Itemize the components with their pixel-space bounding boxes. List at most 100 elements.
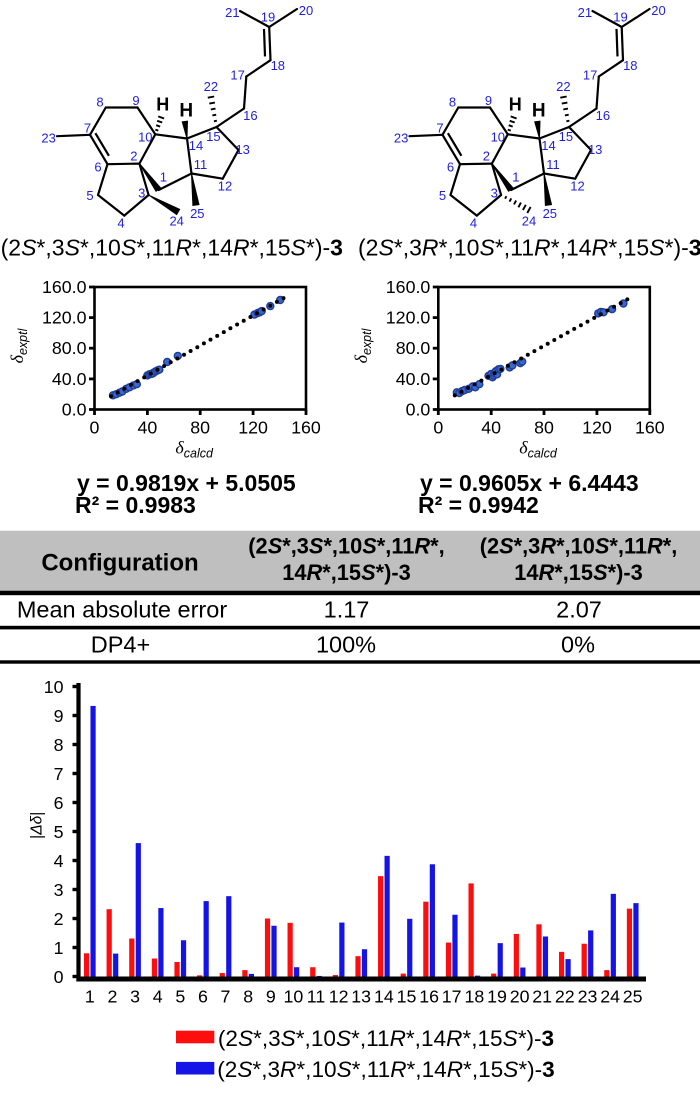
svg-text:3: 3 — [130, 986, 140, 1006]
svg-text:120: 120 — [582, 418, 612, 438]
svg-text:(2S*,3R*,10S*,11R*,14R*,15S*)-: (2S*,3R*,10S*,11R*,14R*,15S*)-3 — [217, 1057, 555, 1082]
svg-text:2: 2 — [54, 909, 64, 929]
svg-text:H: H — [179, 100, 193, 121]
svg-text:17: 17 — [442, 986, 462, 1006]
svg-text:21: 21 — [578, 5, 592, 20]
svg-text:22: 22 — [555, 986, 575, 1006]
svg-text:20: 20 — [299, 3, 313, 18]
svg-text:3: 3 — [138, 185, 145, 200]
svg-text:20: 20 — [510, 986, 530, 1006]
svg-text:80.0: 80.0 — [52, 338, 87, 358]
svg-text:40.0: 40.0 — [52, 369, 87, 389]
svg-text:14R*,15S*)-3: 14R*,15S*)-3 — [514, 560, 642, 585]
svg-text:100%: 100% — [316, 632, 376, 658]
svg-text:9: 9 — [132, 93, 139, 108]
svg-text:0.0: 0.0 — [62, 400, 87, 420]
svg-text:1.17: 1.17 — [324, 596, 370, 622]
svg-text:10: 10 — [284, 986, 304, 1006]
svg-text:13: 13 — [235, 142, 249, 157]
svg-text:160.0: 160.0 — [42, 277, 87, 297]
svg-text:Configuration: Configuration — [41, 549, 198, 576]
svg-text:5: 5 — [54, 822, 64, 842]
svg-text:17: 17 — [583, 68, 597, 83]
svg-text:δexptl: δexptl — [7, 327, 30, 363]
svg-text:13: 13 — [588, 142, 602, 157]
svg-text:R² = 0.9983: R² = 0.9983 — [75, 492, 196, 518]
svg-text:19: 19 — [487, 986, 507, 1006]
svg-text:0%: 0% — [561, 632, 595, 658]
svg-text:H: H — [509, 95, 522, 115]
svg-text:14: 14 — [541, 138, 555, 153]
svg-text:(2S*,3S*,10S*,11R*,14R*,15S*)-: (2S*,3S*,10S*,11R*,14R*,15S*)-3 — [1, 235, 343, 261]
svg-text:14: 14 — [189, 138, 203, 153]
svg-text:10: 10 — [138, 130, 152, 145]
svg-text:23: 23 — [394, 130, 408, 145]
svg-text:11: 11 — [307, 986, 326, 1006]
svg-text:160.0: 160.0 — [386, 277, 431, 297]
svg-text:22: 22 — [204, 79, 218, 94]
svg-text:80: 80 — [534, 418, 554, 438]
svg-text:1: 1 — [85, 986, 95, 1006]
svg-text:17: 17 — [230, 68, 244, 83]
svg-text:23: 23 — [578, 986, 598, 1006]
svg-text:120.0: 120.0 — [42, 308, 87, 328]
svg-text:13: 13 — [351, 986, 371, 1006]
svg-text:15: 15 — [559, 129, 573, 144]
svg-text:10: 10 — [491, 130, 505, 145]
svg-text:(2S*,3R*,10S*,11R*,: (2S*,3R*,10S*,11R*, — [480, 534, 678, 559]
svg-text:δcalcd: δcalcd — [519, 438, 558, 461]
svg-text:2.07: 2.07 — [556, 596, 602, 622]
svg-text:16: 16 — [596, 108, 610, 123]
svg-text:(2S*,3S*,10S*,11R*,14R*,15S*)-: (2S*,3S*,10S*,11R*,14R*,15S*)-3 — [218, 1026, 554, 1051]
svg-text:25: 25 — [623, 986, 643, 1006]
svg-text:25: 25 — [190, 206, 204, 221]
svg-text:8: 8 — [243, 986, 253, 1006]
svg-text:2: 2 — [483, 149, 490, 164]
svg-text:22: 22 — [556, 79, 570, 94]
svg-text:80: 80 — [190, 418, 210, 438]
svg-text:5: 5 — [175, 986, 185, 1006]
svg-text:0: 0 — [90, 418, 100, 438]
svg-text:15: 15 — [397, 986, 417, 1006]
svg-text:2: 2 — [130, 149, 137, 164]
svg-text:12: 12 — [570, 179, 584, 194]
svg-text:5: 5 — [439, 188, 446, 203]
svg-text:14: 14 — [374, 986, 394, 1006]
svg-text:3: 3 — [491, 185, 498, 200]
svg-text:R² = 0.9942: R² = 0.9942 — [418, 492, 539, 518]
svg-text:6: 6 — [447, 160, 454, 175]
svg-text:40.0: 40.0 — [396, 369, 431, 389]
svg-text:5: 5 — [86, 188, 93, 203]
svg-text:Mean absolute error: Mean absolute error — [17, 596, 227, 622]
svg-text:7: 7 — [436, 121, 443, 136]
svg-text:21: 21 — [532, 986, 552, 1006]
svg-text:24: 24 — [600, 986, 620, 1006]
svg-text:8: 8 — [54, 735, 64, 755]
svg-text:9: 9 — [266, 986, 276, 1006]
svg-text:120.0: 120.0 — [386, 308, 431, 328]
svg-text:(2S*,3R*,10S*,11R*,14R*,15S*)-: (2S*,3R*,10S*,11R*,14R*,15S*)-3 — [358, 235, 700, 261]
svg-text:24: 24 — [522, 214, 536, 229]
svg-text:|Δδ|: |Δδ| — [28, 812, 45, 839]
svg-text:δcalcd: δcalcd — [175, 438, 214, 461]
svg-text:15: 15 — [206, 129, 220, 144]
svg-text:6: 6 — [54, 793, 64, 813]
svg-text:16: 16 — [243, 108, 257, 123]
svg-text:16: 16 — [419, 986, 439, 1006]
svg-text:40: 40 — [138, 418, 158, 438]
svg-text:11: 11 — [546, 157, 560, 172]
svg-text:12: 12 — [329, 986, 349, 1006]
svg-text:14R*,15S*)-3: 14R*,15S*)-3 — [282, 560, 410, 585]
svg-text:20: 20 — [651, 3, 665, 18]
svg-text:18: 18 — [271, 58, 285, 73]
svg-text:1: 1 — [512, 169, 519, 184]
svg-text:1: 1 — [160, 169, 167, 184]
svg-text:120: 120 — [238, 418, 268, 438]
svg-text:160: 160 — [291, 418, 321, 438]
svg-text:25: 25 — [543, 206, 557, 221]
svg-text:160: 160 — [635, 418, 665, 438]
svg-text:12: 12 — [218, 179, 232, 194]
svg-text:19: 19 — [261, 9, 275, 24]
svg-text:6: 6 — [94, 160, 101, 175]
svg-text:4: 4 — [54, 851, 64, 871]
